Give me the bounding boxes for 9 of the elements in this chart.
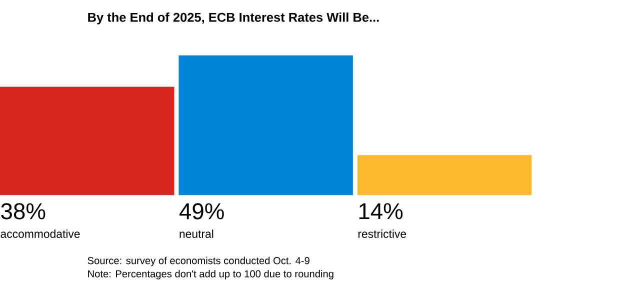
x-tick-label: restrictive (358, 229, 406, 238)
data-label: 14% (359, 202, 403, 219)
chart-title: By the End of 2025, ECB Interest Rates Will Be... (88, 12, 379, 24)
data-label: 38% (1, 202, 46, 220)
source-note: Source: survey of economists conducted Oct. 4-9 (88, 256, 310, 266)
x-tick-label: accommodative (0, 229, 80, 238)
text: Note: Percentages don't add up to 100 due to rounding (88, 270, 334, 280)
x-tick-label: neutral (180, 229, 214, 238)
data-label: 49% (179, 202, 224, 220)
